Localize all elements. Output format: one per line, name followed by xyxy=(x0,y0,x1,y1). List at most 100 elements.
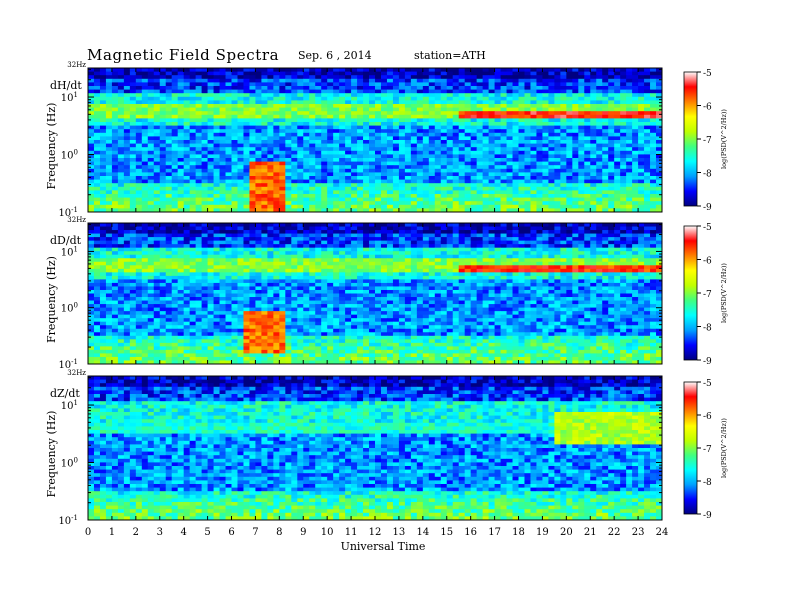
spectrogram-cell xyxy=(452,165,460,170)
spectrogram-cell xyxy=(644,132,651,137)
spectrogram-cell xyxy=(392,93,400,98)
spectrogram-cell xyxy=(482,86,490,90)
spectrogram-cell xyxy=(596,107,603,112)
spectrogram-cell xyxy=(165,68,173,72)
spectrogram-cell xyxy=(315,186,322,191)
spectrogram-cell xyxy=(620,114,627,119)
spectrogram-cell xyxy=(195,71,203,76)
spectrogram-cell xyxy=(656,226,662,231)
spectrogram-cell xyxy=(482,143,490,148)
spectrogram-cell xyxy=(195,140,203,144)
spectrogram-cell xyxy=(309,233,316,238)
spectrogram-cell xyxy=(638,240,645,245)
spectrogram-cell xyxy=(213,118,220,123)
spectrogram-cell xyxy=(524,183,531,188)
spectrogram-cell xyxy=(386,165,394,170)
spectrogram-cell xyxy=(470,226,478,231)
spectrogram-cell xyxy=(279,86,286,90)
spectrogram-cell xyxy=(482,111,490,116)
spectrogram-cell xyxy=(111,201,119,206)
spectrogram-cell xyxy=(255,122,262,126)
spectrogram-cell xyxy=(123,172,131,177)
spectrogram-cell xyxy=(560,161,567,166)
spectrogram-cell xyxy=(446,168,454,173)
spectrogram-cell xyxy=(614,223,621,227)
spectrogram-cell xyxy=(267,201,274,206)
spectrogram-cell xyxy=(380,247,388,252)
spectrogram-cell xyxy=(398,68,406,72)
spectrogram-cell xyxy=(327,223,334,227)
spectrogram-cell xyxy=(530,136,537,141)
spectrogram-cell xyxy=(578,172,585,177)
spectrogram-cell xyxy=(345,71,352,76)
spectrogram-cell xyxy=(225,100,232,105)
spectrogram-cell xyxy=(213,93,220,98)
spectrogram-cell xyxy=(416,258,424,263)
spectrogram-cell xyxy=(88,161,95,166)
spectrogram-cell xyxy=(297,96,304,101)
spectrogram-cell xyxy=(506,183,513,188)
spectrogram-cell xyxy=(602,226,609,231)
spectrogram-cell xyxy=(243,71,250,76)
spectrogram-cell xyxy=(297,226,304,231)
spectrogram-cell xyxy=(548,197,555,202)
spectrogram-cell xyxy=(339,71,346,76)
spectrogram-cell xyxy=(363,96,370,101)
spectrogram-cell xyxy=(88,204,95,209)
spectrogram-cell xyxy=(297,201,304,206)
spectrogram-cell xyxy=(572,118,579,123)
spectrogram-cell xyxy=(656,251,662,256)
spectrogram-cell xyxy=(309,100,316,105)
spectrogram-cell xyxy=(171,71,179,76)
spectrogram-cell xyxy=(327,230,334,234)
spectrogram-cell xyxy=(183,147,191,152)
spectrogram-cell xyxy=(500,208,507,212)
spectrogram-cell xyxy=(177,244,185,249)
spectrogram-cell xyxy=(123,179,131,184)
spectrogram-cell xyxy=(369,86,376,90)
spectrogram-cell xyxy=(458,154,466,159)
spectrogram-cell xyxy=(255,194,262,198)
spectrogram-cell xyxy=(99,190,107,195)
spectrogram-cell xyxy=(428,147,436,152)
spectrogram-cell xyxy=(578,125,585,130)
spectrogram-cell xyxy=(225,122,232,126)
spectrogram-cell xyxy=(620,132,627,137)
spectrogram-cell xyxy=(446,201,454,206)
spectrogram-cell xyxy=(375,78,382,83)
spectrogram-cell xyxy=(213,247,220,252)
spectrogram-cell xyxy=(351,122,358,126)
spectrogram-cell xyxy=(363,86,370,90)
spectrogram-cell xyxy=(159,122,167,126)
spectrogram-cell xyxy=(548,204,555,209)
spectrogram-cell xyxy=(129,104,137,108)
spectrogram-cell xyxy=(554,197,561,202)
spectrogram-cell xyxy=(345,140,352,144)
spectrogram-cell xyxy=(141,237,149,242)
spectrogram-cell xyxy=(482,183,490,188)
spectrogram-cell xyxy=(476,82,484,87)
spectrogram-cell xyxy=(590,226,597,231)
spectrogram-cell xyxy=(351,75,358,80)
spectrogram-cell xyxy=(614,165,621,170)
spectrogram-cell xyxy=(554,96,561,101)
spectrogram-cell xyxy=(428,136,436,141)
spectrogram-cell xyxy=(452,71,460,76)
spectrogram-cell xyxy=(500,125,507,130)
spectrogram-cell xyxy=(111,172,119,177)
spectrogram-cell xyxy=(542,68,549,72)
spectrogram-cell xyxy=(446,111,454,116)
spectrogram-cell xyxy=(327,75,334,80)
spectrogram-cell xyxy=(638,82,645,87)
spectrogram-cell xyxy=(482,201,490,206)
spectrogram-cell xyxy=(303,223,310,227)
spectrogram-cell xyxy=(243,111,250,116)
spectrogram-cell xyxy=(207,240,214,245)
spectrogram-cell xyxy=(177,161,185,166)
spectrogram-cell xyxy=(189,143,197,148)
spectrogram-cell xyxy=(159,208,167,212)
spectrogram-cell xyxy=(464,136,472,141)
spectrogram-cell xyxy=(530,107,537,112)
spectrogram-cell xyxy=(620,201,627,206)
spectrogram-cell xyxy=(147,93,155,98)
